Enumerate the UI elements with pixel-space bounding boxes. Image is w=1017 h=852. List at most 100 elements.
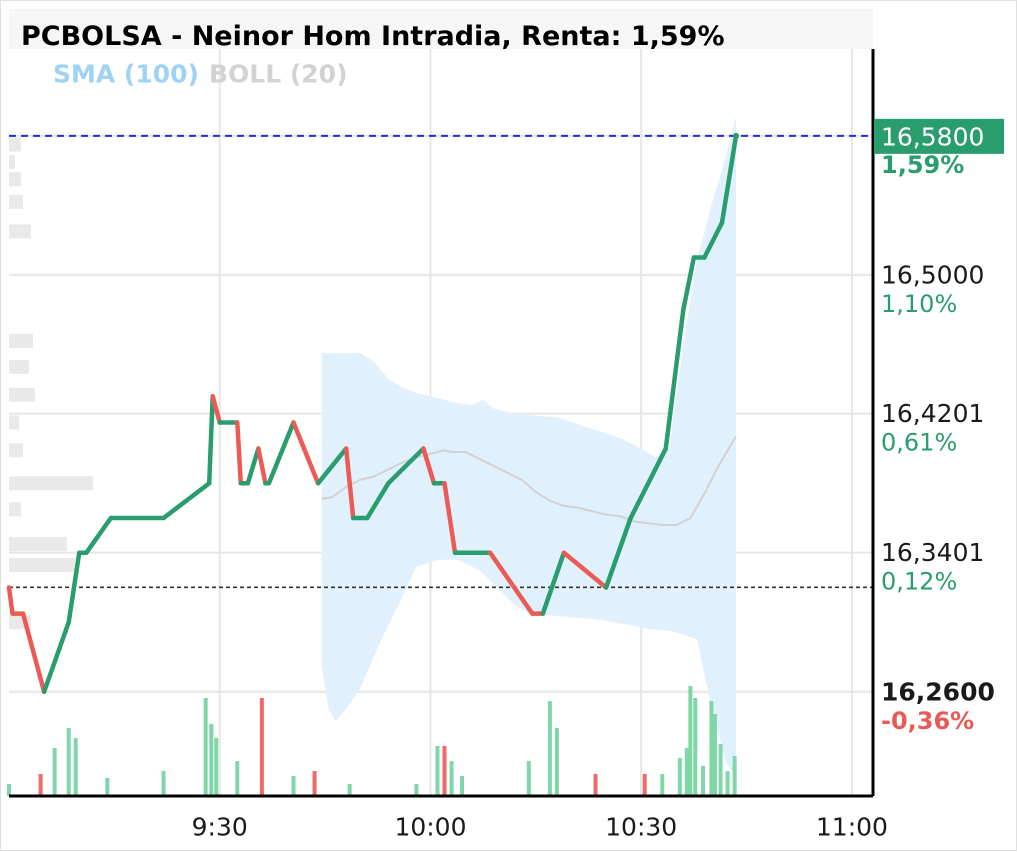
volume-bar xyxy=(66,728,71,796)
volume-bar xyxy=(414,784,419,796)
volume-bar xyxy=(660,774,665,796)
y-tick-label: 16,2600 xyxy=(881,677,995,706)
price-segment xyxy=(540,550,567,616)
boll-line xyxy=(321,435,737,526)
volume-bar xyxy=(203,698,208,796)
volume-bar xyxy=(214,738,219,796)
price-segment xyxy=(702,220,725,260)
price-segment xyxy=(291,420,321,486)
price-segment xyxy=(663,307,686,451)
y-tick-pct-label: 0,12% xyxy=(881,568,957,596)
volume-bar xyxy=(526,761,531,796)
sma-band xyxy=(321,116,736,779)
order-book-bar xyxy=(9,476,93,491)
price-segment xyxy=(561,550,609,590)
indicator-legend-label: BOLL (20) xyxy=(209,60,348,89)
last-price-label: 16,5800 xyxy=(881,122,984,151)
order-book-bar xyxy=(9,415,19,430)
price-segment xyxy=(719,133,739,225)
volume-bar xyxy=(73,738,78,796)
price-segment xyxy=(41,620,71,695)
volume-bar xyxy=(684,748,689,796)
volume-bar xyxy=(449,761,454,796)
y-tick-label: 16,3401 xyxy=(881,538,984,567)
indicator-legend-label: SMA (100) xyxy=(53,60,199,89)
volume-bar xyxy=(701,766,706,796)
volume-bar xyxy=(642,774,647,796)
price-segment xyxy=(235,420,244,486)
order-book-bar xyxy=(9,154,15,169)
order-book-bar xyxy=(9,443,23,458)
volume-bar xyxy=(693,698,698,796)
order-book-bar xyxy=(9,359,29,374)
chart-title-bar: PCBOLSA - Neinor Hom Intradia, Renta: 1,… xyxy=(9,9,873,52)
price-segment xyxy=(210,394,222,425)
order-book-bar xyxy=(9,194,23,209)
volume-bar xyxy=(712,714,717,796)
volume-bar xyxy=(688,686,693,796)
volume-bar xyxy=(347,784,352,796)
x-tick-label: 10:00 xyxy=(394,813,466,842)
order-book-bar xyxy=(9,557,75,572)
order-book-bar xyxy=(9,333,33,348)
price-segment xyxy=(245,446,261,486)
price-segment xyxy=(266,420,296,486)
price-segment xyxy=(442,481,458,556)
price-segment xyxy=(343,446,356,521)
volume-bar xyxy=(105,778,110,796)
order-book-bar xyxy=(9,224,31,239)
volume-bar xyxy=(718,744,723,796)
price-segment xyxy=(84,515,114,556)
price-segment xyxy=(681,255,697,312)
y-tick-label: 16,4201 xyxy=(881,399,984,428)
volume-bar xyxy=(709,701,714,796)
price-segment xyxy=(603,515,633,590)
order-book-bar xyxy=(9,537,67,552)
volume-bar xyxy=(312,771,317,796)
last-price-badge xyxy=(874,118,1004,154)
volume-bar xyxy=(235,761,240,796)
y-tick-pct-label: 1,59% xyxy=(881,151,964,179)
y-tick-pct-label: 0,61% xyxy=(881,429,957,457)
order-book-bar xyxy=(9,137,21,152)
volume-bar xyxy=(593,774,598,796)
volume-bar xyxy=(209,724,214,796)
price-segment xyxy=(206,394,215,486)
volume-bar xyxy=(547,701,552,796)
volume-bar xyxy=(52,748,57,796)
price-segment xyxy=(66,550,82,625)
chart-title: PCBOLSA - Neinor Hom Intradia, Renta: 1,… xyxy=(21,21,725,52)
volume-bar xyxy=(725,771,730,796)
x-tick-label: 9:30 xyxy=(192,813,248,842)
price-segment xyxy=(364,481,391,521)
x-tick-label: 10:30 xyxy=(605,813,677,842)
volume-bar xyxy=(732,756,737,796)
volume-bar xyxy=(442,746,447,796)
price-segment xyxy=(6,585,15,616)
price-segment xyxy=(20,611,47,695)
volume-bar xyxy=(435,746,440,796)
volume-bar xyxy=(291,776,296,796)
price-segment xyxy=(256,446,268,486)
price-segment xyxy=(161,481,212,521)
price-segment xyxy=(628,446,669,521)
price-segment xyxy=(386,446,426,486)
volume-bar xyxy=(677,758,682,796)
price-segment xyxy=(487,550,535,616)
volume-bar xyxy=(460,776,465,796)
y-tick-label: 16,5000 xyxy=(881,260,984,289)
y-tick-pct-label: 1,10% xyxy=(881,290,957,318)
order-book-bar xyxy=(9,387,35,402)
price-segment xyxy=(421,446,437,486)
volume-bar xyxy=(7,784,11,796)
price-point xyxy=(733,132,740,139)
volume-bar xyxy=(554,728,559,796)
y-tick-pct-label: -0,36% xyxy=(881,707,974,735)
x-tick-label: 11:00 xyxy=(816,813,888,842)
order-book-bar xyxy=(9,172,21,187)
volume-bar xyxy=(161,771,166,796)
volume-bar xyxy=(38,774,43,796)
order-book-bar xyxy=(9,502,21,517)
